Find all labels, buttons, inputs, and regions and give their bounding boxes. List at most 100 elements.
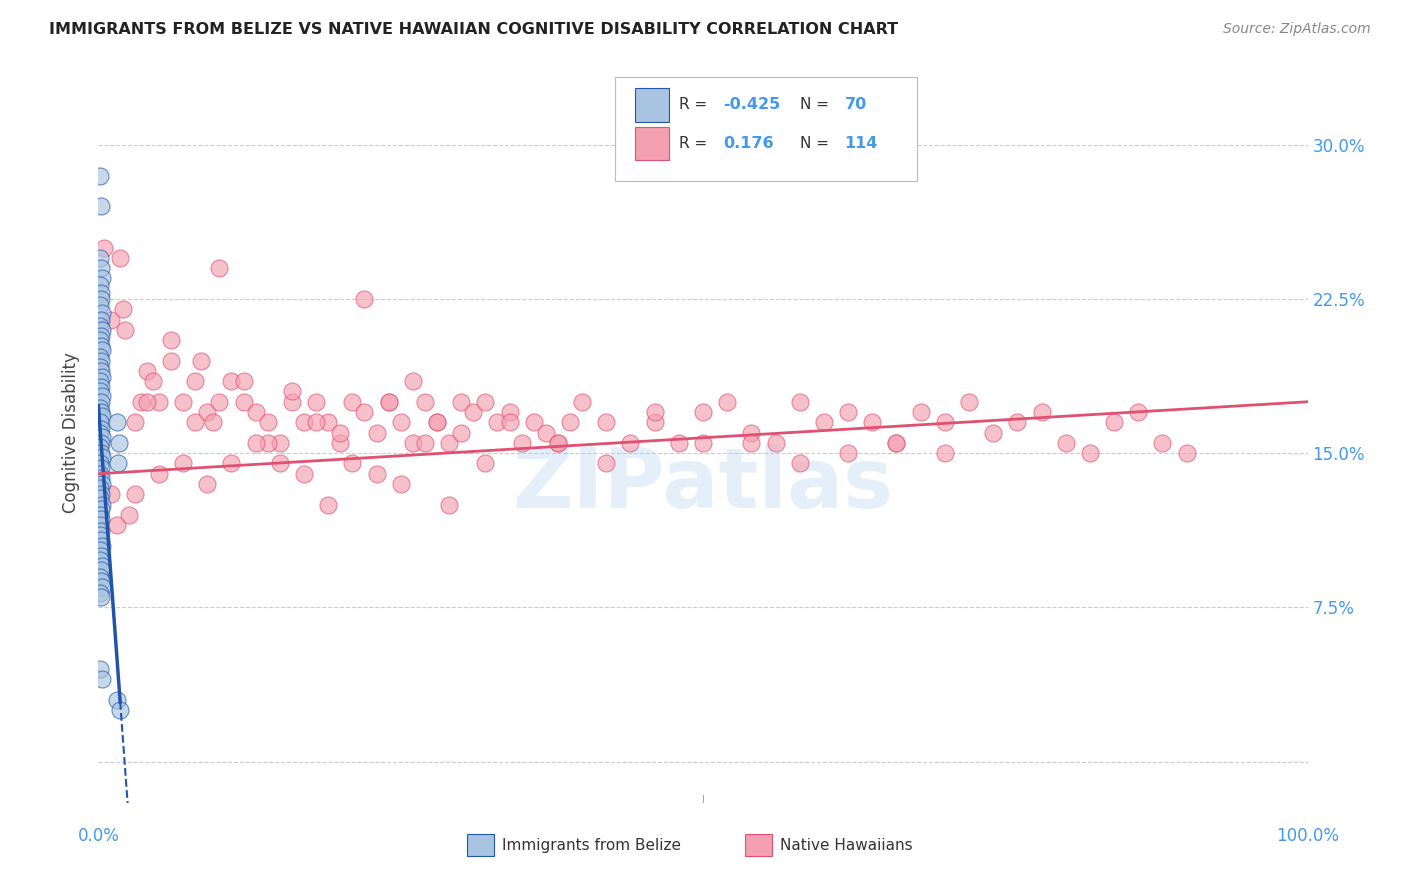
Point — [558, 415, 581, 429]
Bar — [636, 127, 669, 161]
Point — [90, 436, 112, 450]
Point — [90, 261, 112, 276]
Point — [91, 343, 114, 358]
Point — [342, 457, 364, 471]
Point — [89, 586, 111, 600]
Point — [619, 436, 641, 450]
Point — [90, 460, 112, 475]
Point — [195, 405, 218, 419]
Point — [90, 364, 112, 378]
Point — [342, 394, 364, 409]
Point — [90, 590, 112, 604]
Bar — [745, 834, 772, 856]
Point — [668, 436, 690, 450]
Bar — [467, 834, 494, 856]
Point — [437, 498, 460, 512]
Point — [90, 199, 112, 213]
Point — [90, 487, 112, 501]
Point — [789, 457, 811, 471]
Point — [413, 436, 436, 450]
Point — [547, 436, 569, 450]
Text: ZIPatlas: ZIPatlas — [513, 444, 893, 525]
Point — [305, 394, 328, 409]
Point — [256, 415, 278, 429]
Point — [91, 559, 114, 574]
Point — [90, 446, 112, 460]
Point — [89, 350, 111, 364]
Point — [292, 415, 315, 429]
Point — [89, 384, 111, 399]
Point — [571, 394, 593, 409]
Point — [316, 415, 339, 429]
Point — [1078, 446, 1101, 460]
Point — [245, 405, 267, 419]
Point — [1031, 405, 1053, 419]
Point — [90, 421, 112, 435]
Point — [90, 329, 112, 343]
Point — [595, 457, 617, 471]
Point — [329, 425, 352, 440]
Point — [208, 394, 231, 409]
Point — [1152, 436, 1174, 450]
Point — [90, 405, 112, 419]
Point — [91, 498, 114, 512]
Point — [547, 436, 569, 450]
Point — [160, 353, 183, 368]
Point — [91, 580, 114, 594]
Point — [90, 574, 112, 588]
Point — [692, 405, 714, 419]
Point — [957, 394, 980, 409]
Point — [789, 394, 811, 409]
Point — [172, 457, 194, 471]
Point — [366, 425, 388, 440]
Point — [135, 364, 157, 378]
Point — [837, 405, 859, 419]
Point — [105, 518, 128, 533]
Point — [90, 533, 112, 547]
Point — [89, 528, 111, 542]
Point — [93, 240, 115, 255]
Point — [498, 405, 520, 419]
Point — [981, 425, 1004, 440]
Point — [90, 380, 112, 394]
Point — [281, 384, 304, 399]
Point — [232, 394, 254, 409]
Point — [353, 292, 375, 306]
Point — [389, 415, 412, 429]
Point — [292, 467, 315, 481]
Point — [402, 374, 425, 388]
Point — [195, 477, 218, 491]
Point — [740, 425, 762, 440]
Point — [90, 394, 112, 409]
Point — [89, 467, 111, 481]
Point — [148, 467, 170, 481]
Point — [402, 436, 425, 450]
Point — [105, 415, 128, 429]
Point — [89, 169, 111, 183]
Point — [437, 436, 460, 450]
Point — [90, 501, 112, 516]
Point — [108, 251, 131, 265]
Point — [89, 508, 111, 522]
Point — [269, 457, 291, 471]
Text: 0.176: 0.176 — [724, 136, 775, 152]
Point — [450, 425, 472, 440]
Point — [89, 298, 111, 312]
Point — [1175, 446, 1198, 460]
Point — [221, 457, 243, 471]
Point — [692, 436, 714, 450]
Point — [89, 542, 111, 557]
Point — [269, 436, 291, 450]
Point — [100, 487, 122, 501]
Point — [105, 693, 128, 707]
Point — [89, 318, 111, 333]
Text: 114: 114 — [845, 136, 877, 152]
Point — [860, 415, 883, 429]
Point — [89, 662, 111, 676]
Point — [90, 339, 112, 353]
Point — [89, 491, 111, 506]
Point — [89, 415, 111, 429]
Point — [534, 425, 557, 440]
Point — [90, 285, 112, 300]
Point — [463, 405, 485, 419]
